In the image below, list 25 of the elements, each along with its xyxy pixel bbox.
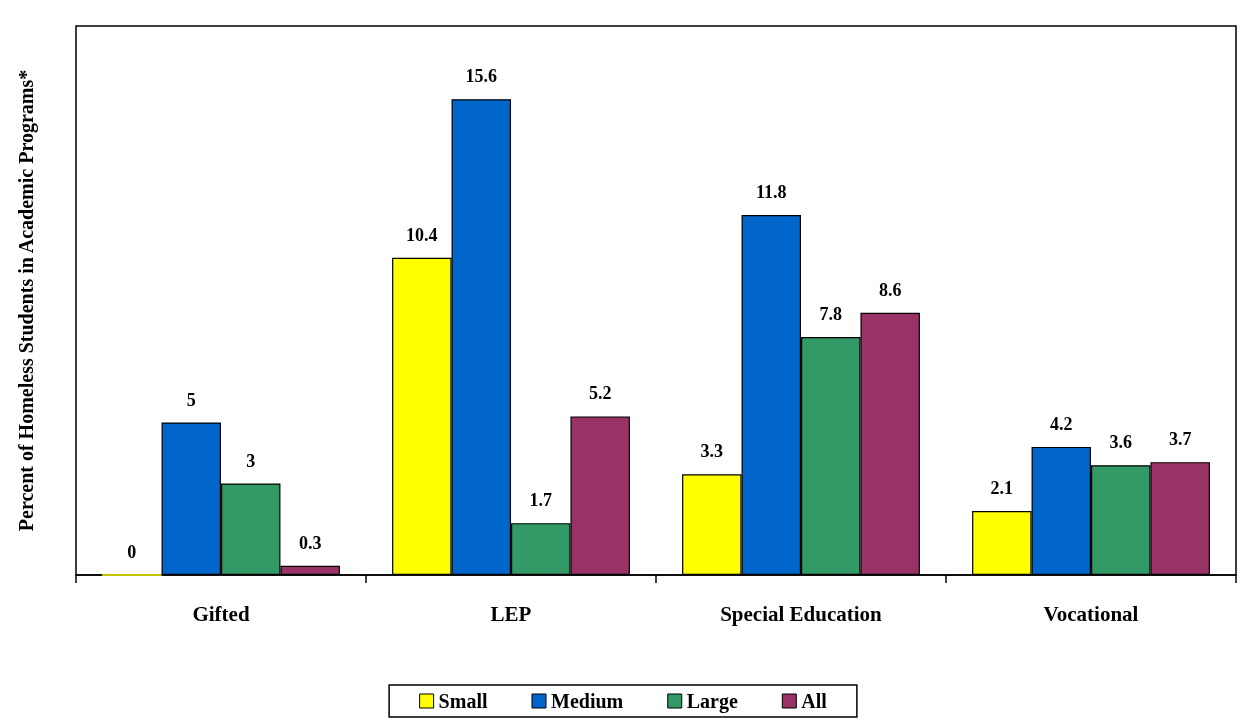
x-tick-label: Special Education xyxy=(720,601,883,626)
data-label: 5.2 xyxy=(588,383,612,404)
x-tick-label: LEP xyxy=(490,601,532,626)
legend-label: All xyxy=(801,690,828,712)
data-label: 2.1 xyxy=(990,477,1014,498)
data-label: 0.3 xyxy=(298,532,322,553)
data-label: 5 xyxy=(186,389,196,410)
data-label: 4.2 xyxy=(1050,413,1073,434)
legend-label: Medium xyxy=(551,690,624,712)
y-axis-title: Percent of Homeless Students in Academic Programs* xyxy=(15,69,38,532)
data-label: 0 xyxy=(127,541,137,562)
data-label: 7.8 xyxy=(819,304,842,325)
data-label: 11.8 xyxy=(756,182,787,203)
data-label: 3 xyxy=(246,450,256,471)
data-label: 1.7 xyxy=(529,490,552,511)
data-label: 3.6 xyxy=(1109,432,1132,453)
data-label: 15.6 xyxy=(465,66,498,87)
x-tick-label: Vocational xyxy=(1043,601,1139,626)
legend-label: Small xyxy=(438,690,488,712)
x-tick-label: Gifted xyxy=(192,601,250,626)
data-label: 3.7 xyxy=(1168,429,1192,450)
data-label: 3.3 xyxy=(700,441,724,462)
data-label: 8.6 xyxy=(878,279,902,300)
legend-label: Large xyxy=(686,690,738,713)
data-label: 10.4 xyxy=(406,224,438,245)
